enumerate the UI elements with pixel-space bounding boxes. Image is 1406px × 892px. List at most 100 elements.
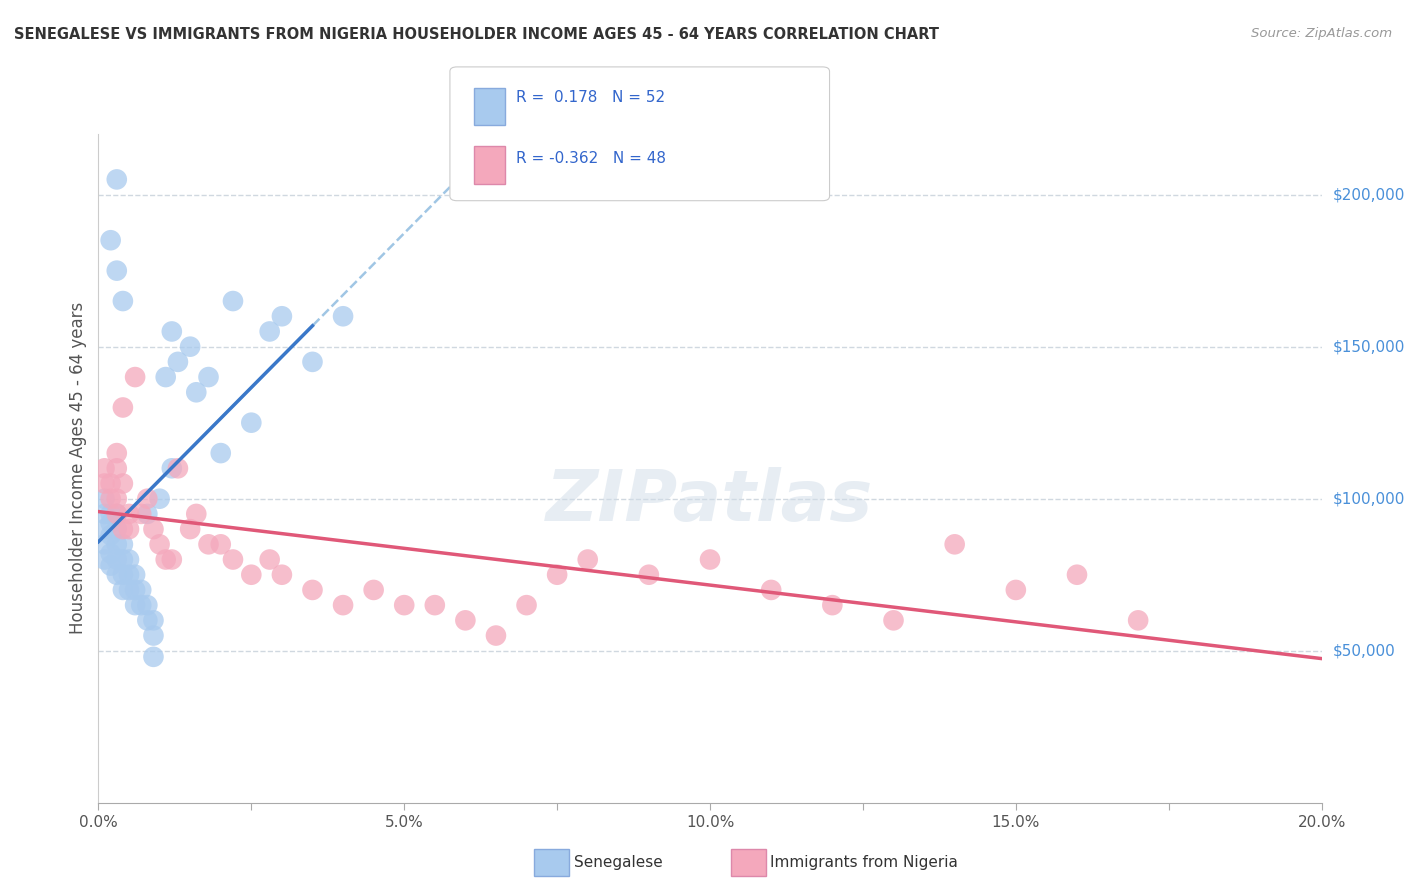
Point [149, 537, 172, 551]
Point [111, 567, 134, 582]
Text: $200,000: $200,000 [1333, 187, 1405, 202]
Point [142, 613, 165, 627]
Point [136, 507, 159, 521]
Point [222, 552, 245, 566]
Point [240, 416, 263, 430]
Text: SENEGALESE VS IMMIGRANTS FROM NIGERIA HOUSEHOLDER INCOME AGES 45 - 64 YEARS CORR: SENEGALESE VS IMMIGRANTS FROM NIGERIA HO… [14, 27, 939, 42]
Point [100, 516, 122, 530]
Point [423, 598, 446, 612]
Point [332, 598, 354, 612]
Point [118, 552, 141, 566]
Text: R =  0.178   N = 52: R = 0.178 N = 52 [516, 90, 665, 105]
Point [160, 461, 183, 475]
Point [821, 598, 844, 612]
Point [105, 491, 128, 506]
Point [100, 546, 122, 560]
Point [93, 491, 115, 506]
Point [136, 613, 159, 627]
Point [105, 507, 128, 521]
Point [100, 491, 122, 506]
Point [100, 528, 122, 542]
Point [142, 628, 165, 642]
Point [160, 552, 183, 566]
Point [111, 294, 134, 309]
Point [93, 476, 115, 491]
Point [546, 567, 568, 582]
Point [124, 598, 146, 612]
Point [118, 582, 141, 597]
Point [105, 552, 128, 566]
Point [332, 310, 354, 324]
Point [240, 567, 263, 582]
Point [363, 582, 385, 597]
Point [118, 507, 141, 521]
Point [136, 491, 159, 506]
Point [301, 355, 323, 369]
Point [186, 385, 208, 400]
Point [186, 507, 208, 521]
Point [179, 340, 201, 354]
Point [93, 552, 115, 566]
Text: ZIPatlas: ZIPatlas [547, 467, 873, 536]
Point [105, 263, 128, 277]
Point [100, 233, 122, 247]
Point [270, 567, 292, 582]
Point [93, 461, 115, 475]
Point [270, 310, 292, 324]
Point [155, 552, 177, 566]
Point [637, 567, 661, 582]
Point [222, 294, 245, 309]
Point [142, 522, 165, 536]
Point [759, 582, 782, 597]
Y-axis label: Householder Income Ages 45 - 64 years: Householder Income Ages 45 - 64 years [69, 302, 87, 634]
Point [485, 628, 508, 642]
Point [111, 537, 134, 551]
Point [883, 613, 905, 627]
Point [142, 649, 165, 664]
Point [209, 537, 232, 551]
Point [93, 507, 115, 521]
Point [167, 461, 190, 475]
Point [105, 507, 128, 521]
Point [105, 522, 128, 536]
Point [129, 582, 152, 597]
Point [100, 476, 122, 491]
Point [93, 537, 115, 551]
Point [118, 567, 141, 582]
Point [943, 537, 966, 551]
Point [105, 172, 128, 186]
Point [93, 522, 115, 536]
Point [149, 491, 172, 506]
Point [111, 582, 134, 597]
Point [105, 567, 128, 582]
Point [136, 598, 159, 612]
Text: Senegalese: Senegalese [574, 855, 662, 870]
Text: Source: ZipAtlas.com: Source: ZipAtlas.com [1251, 27, 1392, 40]
Point [1004, 582, 1026, 597]
Point [576, 552, 599, 566]
Point [105, 461, 128, 475]
Point [259, 552, 281, 566]
Point [160, 325, 183, 339]
Point [105, 537, 128, 551]
Point [1066, 567, 1088, 582]
Point [155, 370, 177, 384]
Text: $50,000: $50,000 [1333, 643, 1396, 658]
Point [100, 558, 122, 573]
Point [1128, 613, 1150, 627]
Point [699, 552, 721, 566]
Point [118, 522, 141, 536]
Point [129, 598, 152, 612]
Point [259, 325, 281, 339]
Point [301, 582, 323, 597]
Point [100, 507, 122, 521]
Point [111, 522, 134, 536]
Point [124, 567, 146, 582]
Point [124, 370, 146, 384]
Point [197, 537, 219, 551]
Point [516, 598, 538, 612]
Point [454, 613, 477, 627]
Text: $100,000: $100,000 [1333, 491, 1405, 506]
Point [105, 446, 128, 460]
Point [392, 598, 416, 612]
